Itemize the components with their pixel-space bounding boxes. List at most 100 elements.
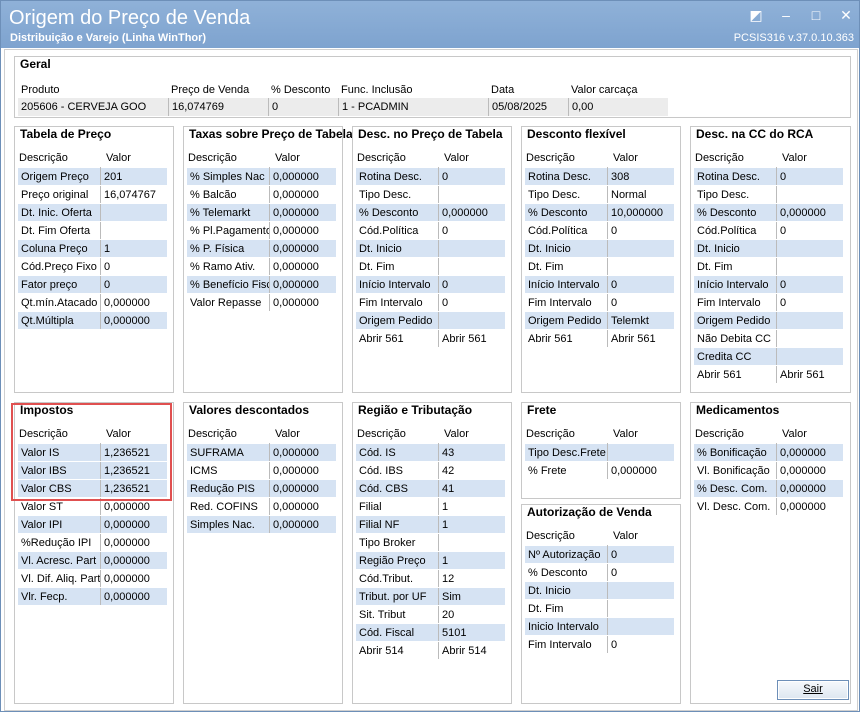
table-row[interactable]: % Frete 0,000000: [524, 461, 675, 480]
table-row[interactable]: Valor IS 1,236521: [17, 443, 168, 462]
table-row[interactable]: Cód. IBS 42: [355, 461, 506, 480]
table-row[interactable]: % Simples Nac 0,000000: [186, 167, 337, 186]
row-label: Abrir 561: [524, 329, 608, 348]
table-row[interactable]: Valor CBS 1,236521: [17, 479, 168, 498]
table-row[interactable]: Dt. Fim: [524, 257, 675, 276]
table-row[interactable]: % Desconto 10,000000: [524, 203, 675, 222]
table-row[interactable]: Abrir 514 Abrir 514: [355, 641, 506, 660]
table-row[interactable]: Rotina Desc. 0: [693, 167, 844, 186]
table-row[interactable]: Simples Nac. 0,000000: [186, 515, 337, 534]
table-row[interactable]: Valor Repasse 0,000000: [186, 293, 337, 312]
table-row[interactable]: % Telemarkt 0,000000: [186, 203, 337, 222]
window-subtitle: Distribuição e Varejo (Linha WinThor): [10, 32, 207, 44]
table-row[interactable]: Início Intervalo 0: [524, 275, 675, 294]
table-row[interactable]: Nº Autorização 0: [524, 545, 675, 564]
table-row[interactable]: Sit. Tribut 20: [355, 605, 506, 624]
table-row[interactable]: Cód.Política 0: [524, 221, 675, 240]
table-row[interactable]: Cód.Política 0: [693, 221, 844, 240]
table-row[interactable]: Fator preço 0: [17, 275, 168, 294]
table-row[interactable]: Cód. IS 43: [355, 443, 506, 462]
table-row[interactable]: SUFRAMA 0,000000: [186, 443, 337, 462]
table-row[interactable]: %Redução IPI 0,000000: [17, 533, 168, 552]
table-row[interactable]: Cód. CBS 41: [355, 479, 506, 498]
table-row[interactable]: Qt.mín.Atacado 0,000000: [17, 293, 168, 312]
table-row[interactable]: Origem Pedido: [693, 311, 844, 330]
sair-button[interactable]: Sair: [777, 680, 849, 700]
minimize-icon[interactable]: –: [782, 7, 790, 23]
table-row[interactable]: Origem Pedido Telemkt: [524, 311, 675, 330]
table-row[interactable]: Fim Intervalo 0: [693, 293, 844, 312]
table-row[interactable]: Redução PIS 0,000000: [186, 479, 337, 498]
table-row[interactable]: Rotina Desc. 308: [524, 167, 675, 186]
table-row[interactable]: Valor ST 0,000000: [17, 497, 168, 516]
table-row[interactable]: Vlr. Fecp. 0,000000: [17, 587, 168, 606]
table-row[interactable]: Vl. Acresc. Part 0,000000: [17, 551, 168, 570]
table-row[interactable]: Região Preço 1: [355, 551, 506, 570]
row-label: % Simples Nac: [186, 167, 270, 186]
table-row[interactable]: Coluna Preço 1: [17, 239, 168, 258]
table-row[interactable]: Qt.Múltipla 0,000000: [17, 311, 168, 330]
table-row[interactable]: Fim Intervalo 0: [524, 635, 675, 654]
table-row[interactable]: Cód. Fiscal 5101: [355, 623, 506, 642]
table-row[interactable]: Dt. Inicio: [693, 239, 844, 258]
table-row[interactable]: Valor IBS 1,236521: [17, 461, 168, 480]
table-row[interactable]: % Desconto 0,000000: [693, 203, 844, 222]
table-row[interactable]: Tipo Broker: [355, 533, 506, 552]
table-row[interactable]: Vl. Desc. Com. 0,000000: [693, 497, 844, 516]
table-row[interactable]: Dt. Fim: [355, 257, 506, 276]
table-row[interactable]: % Bonificação 0,000000: [693, 443, 844, 462]
table-row[interactable]: Valor IPI 0,000000: [17, 515, 168, 534]
table-row[interactable]: Abrir 561 Abrir 561: [524, 329, 675, 348]
table-row[interactable]: % Benefício Fisc 0,000000: [186, 275, 337, 294]
table-row[interactable]: Não Debita CC: [693, 329, 844, 348]
table-row[interactable]: Tribut. por UF Sim: [355, 587, 506, 606]
row-value: Abrir 561: [776, 365, 844, 384]
table-row[interactable]: % P. Física 0,000000: [186, 239, 337, 258]
table-row[interactable]: Preço original 16,074767: [17, 185, 168, 204]
table-row[interactable]: Fim Intervalo 0: [355, 293, 506, 312]
table-row[interactable]: Tipo Desc. Normal: [524, 185, 675, 204]
table-row[interactable]: % Desconto 0: [524, 563, 675, 582]
table-row[interactable]: Inicio Intervalo: [524, 617, 675, 636]
table-row[interactable]: Início Intervalo 0: [693, 275, 844, 294]
maximize-icon[interactable]: □: [811, 7, 821, 23]
table-row[interactable]: Início Intervalo 0: [355, 275, 506, 294]
table-row[interactable]: Filial 1: [355, 497, 506, 516]
row-value: 10,000000: [607, 203, 675, 222]
table-row[interactable]: Rotina Desc. 0: [355, 167, 506, 186]
table-row[interactable]: % Pl.Pagamento 0,000000: [186, 221, 337, 240]
table-row[interactable]: Dt. Fim Oferta: [17, 221, 168, 240]
table-row[interactable]: Cód.Política 0: [355, 221, 506, 240]
table-row[interactable]: % Ramo Ativ. 0,000000: [186, 257, 337, 276]
table-row[interactable]: Origem Pedido: [355, 311, 506, 330]
table-row[interactable]: Vl. Bonificação 0,000000: [693, 461, 844, 480]
close-icon[interactable]: ✕: [840, 7, 852, 23]
table-row[interactable]: % Desconto 0,000000: [355, 203, 506, 222]
table-row[interactable]: Dt. Inic. Oferta: [17, 203, 168, 222]
table-row[interactable]: Dt. Inicio: [524, 239, 675, 258]
table-row[interactable]: Cód.Preço Fixo 0: [17, 257, 168, 276]
table-row[interactable]: Filial NF 1: [355, 515, 506, 534]
row-value: 42: [438, 461, 506, 480]
table-row[interactable]: Tipo Desc.: [355, 185, 506, 204]
table-row[interactable]: % Desc. Com. 0,000000: [693, 479, 844, 498]
table-row[interactable]: Dt. Fim: [524, 599, 675, 618]
table-row[interactable]: Tipo Desc.: [693, 185, 844, 204]
table-row[interactable]: Red. COFINS 0,000000: [186, 497, 337, 516]
restore-icon[interactable]: ◩: [749, 7, 763, 23]
table-row[interactable]: % Balcão 0,000000: [186, 185, 337, 204]
row-label: Dt. Inicio: [693, 239, 777, 258]
table-row[interactable]: Cód.Tribut. 12: [355, 569, 506, 588]
table-row[interactable]: Abrir 561 Abrir 561: [355, 329, 506, 348]
table-row[interactable]: Credita CC: [693, 347, 844, 366]
table-row[interactable]: Abrir 561 Abrir 561: [693, 365, 844, 384]
row-label: Abrir 561: [355, 329, 439, 348]
table-row[interactable]: Vl. Dif. Aliq. Part 0,000000: [17, 569, 168, 588]
table-row[interactable]: Dt. Inicio: [524, 581, 675, 600]
table-row[interactable]: Fim Intervalo 0: [524, 293, 675, 312]
table-row[interactable]: ICMS 0,000000: [186, 461, 337, 480]
table-row[interactable]: Dt. Fim: [693, 257, 844, 276]
table-row[interactable]: Origem Preço 201: [17, 167, 168, 186]
table-row[interactable]: Dt. Inicio: [355, 239, 506, 258]
table-row[interactable]: Tipo Desc.Frete: [524, 443, 675, 462]
